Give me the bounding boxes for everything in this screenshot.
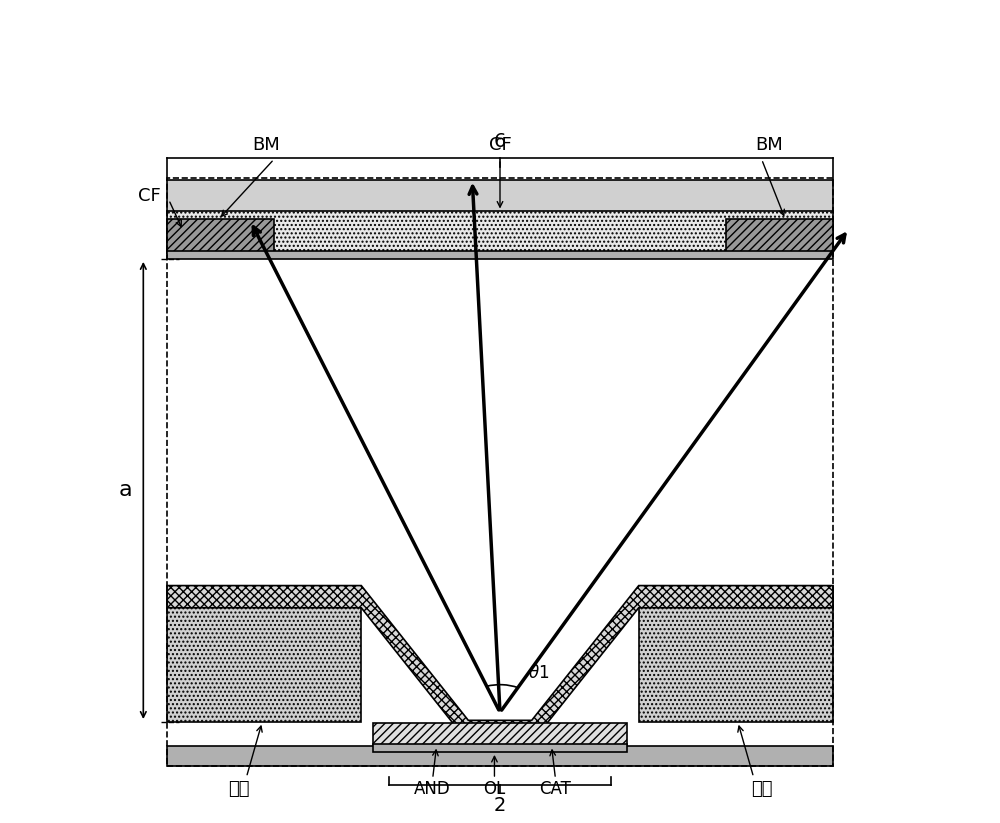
Text: 堤部: 堤部 [228, 780, 249, 798]
Text: a: a [119, 481, 133, 500]
Bar [373, 744, 627, 752]
Bar [373, 723, 627, 746]
Polygon shape [167, 586, 833, 742]
Bar [167, 746, 833, 766]
Text: CF: CF [138, 187, 161, 205]
Text: AND: AND [414, 780, 451, 798]
Polygon shape [639, 586, 833, 722]
Bar [167, 178, 833, 766]
Bar [167, 212, 833, 253]
Polygon shape [167, 586, 361, 722]
Text: BM: BM [252, 136, 280, 154]
Text: 2: 2 [494, 797, 506, 816]
Text: $\theta$1: $\theta$1 [528, 664, 549, 682]
Text: OL: OL [483, 780, 506, 798]
Text: 堤部: 堤部 [751, 780, 772, 798]
Bar [167, 220, 274, 253]
Bar [167, 179, 833, 213]
Text: BM: BM [756, 136, 783, 154]
Bar [167, 251, 833, 259]
Bar [726, 220, 833, 253]
Text: 6: 6 [494, 133, 506, 151]
Text: CF: CF [489, 136, 511, 154]
Text: CAT: CAT [540, 780, 571, 798]
